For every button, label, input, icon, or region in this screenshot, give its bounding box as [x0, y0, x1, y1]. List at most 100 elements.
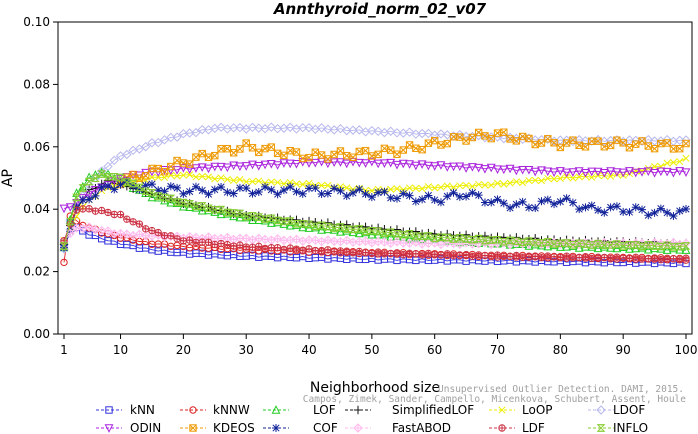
point-ldf — [104, 208, 112, 217]
point-loop — [544, 174, 552, 182]
y-axis: 0.00 0.02 0.04 0.06 0.08 0.10 — [23, 15, 58, 341]
point-lof — [354, 228, 364, 238]
legend-marker-odin — [104, 424, 114, 433]
point-odin — [191, 164, 201, 173]
point-fastabod — [392, 236, 402, 247]
point-ldof — [172, 132, 182, 142]
point-ldf — [613, 253, 621, 261]
point-fastabod — [241, 233, 251, 244]
point-odin — [273, 161, 283, 170]
point-cof — [248, 189, 257, 198]
point-cof — [587, 201, 596, 210]
point-ldf — [594, 253, 602, 261]
point-ldf — [493, 251, 502, 259]
point-cof — [594, 206, 603, 215]
point-odin — [606, 167, 616, 176]
legend-item-inflo: INFLO — [588, 421, 648, 434]
point-cof — [166, 182, 175, 191]
point-odin — [185, 165, 195, 174]
point-inflo — [455, 233, 465, 242]
point-ldf — [343, 247, 351, 255]
point-ldf — [141, 225, 150, 233]
point-loop — [475, 180, 483, 188]
x-tick-label: 100 — [675, 343, 698, 357]
point-cof — [556, 197, 565, 206]
point-loop — [556, 174, 564, 182]
point-odin — [65, 203, 75, 212]
legend: kNN kNNW LOF SimplifiedLOF LoOP LDOF ODIN KDEOS… — [96, 403, 648, 434]
point-odin — [499, 165, 509, 175]
point-inflo — [235, 209, 245, 218]
point-cof — [185, 187, 194, 196]
point-cof — [273, 190, 282, 199]
series-cof — [60, 177, 690, 252]
point-cof — [198, 186, 207, 195]
point-odin — [248, 160, 257, 170]
point-odin — [581, 168, 590, 178]
point-fastabod — [266, 235, 277, 245]
point-inflo — [537, 239, 546, 247]
point-ldf — [393, 249, 401, 257]
point-inflo — [662, 241, 672, 249]
point-inflo — [59, 242, 69, 250]
point-cof — [631, 203, 640, 212]
point-odin — [518, 165, 528, 175]
point-ldof — [235, 122, 245, 133]
point-inflo — [524, 237, 534, 245]
point-ldf — [123, 215, 131, 223]
point-inflo — [109, 172, 119, 181]
point-inflo — [298, 220, 308, 228]
legend-marker-knn — [105, 406, 113, 414]
point-fastabod — [291, 234, 302, 245]
point-loop — [412, 184, 420, 192]
point-ldf — [330, 248, 338, 256]
point-inflo — [197, 202, 207, 210]
legend-item-knn: kNN — [96, 403, 155, 417]
point-cof — [116, 180, 125, 189]
point-cof — [537, 197, 546, 206]
chart-title: Annthyroid_norm_02_v07 — [273, 0, 487, 18]
point-inflo — [285, 217, 295, 225]
point-lof — [367, 229, 377, 239]
point-odin — [511, 166, 521, 176]
point-cof — [512, 200, 521, 209]
point-loop — [406, 184, 414, 192]
point-kdeos — [141, 172, 150, 180]
point-cof — [424, 191, 433, 200]
point-cof — [361, 190, 370, 199]
point-cof — [292, 187, 301, 196]
point-inflo — [599, 241, 609, 249]
point-loop — [299, 180, 307, 188]
point-kdeos — [129, 170, 137, 179]
point-ldof — [624, 135, 635, 145]
point-cof — [229, 189, 238, 198]
point-odin — [618, 168, 628, 178]
point-ldf — [368, 249, 376, 258]
point-odin — [367, 157, 377, 167]
point-loop — [519, 179, 527, 187]
legend-label: kNNW — [213, 403, 250, 417]
point-kdeos — [361, 146, 370, 155]
point-cof — [160, 187, 169, 196]
point-kdeos — [537, 139, 546, 147]
point-inflo — [172, 198, 182, 206]
point-odin — [204, 164, 213, 174]
point-odin — [474, 163, 484, 173]
point-odin — [650, 168, 660, 178]
point-kdeos — [430, 136, 439, 145]
point-loop — [393, 185, 401, 193]
point-cof — [436, 198, 445, 207]
point-ldf — [286, 244, 294, 252]
legend-item-knnw: kNNW — [180, 403, 250, 417]
point-ldof — [367, 125, 377, 136]
point-inflo — [116, 173, 125, 182]
point-loop — [368, 187, 376, 195]
point-inflo — [147, 188, 157, 197]
point-cof — [644, 211, 653, 220]
point-ldf — [91, 207, 100, 215]
point-ldf — [531, 252, 539, 260]
point-lof — [241, 212, 251, 222]
point-inflo — [248, 212, 257, 220]
point-inflo — [134, 183, 144, 192]
point-cof — [518, 197, 527, 206]
